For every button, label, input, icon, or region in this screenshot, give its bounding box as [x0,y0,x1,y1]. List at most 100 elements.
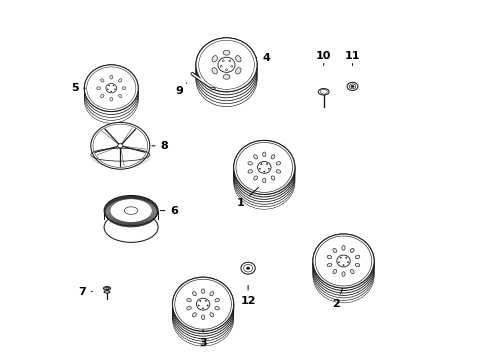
Ellipse shape [220,66,222,67]
Ellipse shape [349,248,353,252]
Ellipse shape [211,68,217,74]
Ellipse shape [342,265,344,266]
Ellipse shape [312,234,373,288]
Ellipse shape [223,50,229,55]
Ellipse shape [346,82,357,90]
Ellipse shape [110,97,112,101]
Text: 4: 4 [256,53,269,63]
Text: 1: 1 [237,187,258,208]
Ellipse shape [276,162,280,165]
Ellipse shape [119,79,122,82]
Ellipse shape [107,89,108,90]
Ellipse shape [209,292,213,296]
Ellipse shape [124,207,138,214]
Ellipse shape [111,91,112,92]
Ellipse shape [215,298,219,302]
Ellipse shape [97,87,100,90]
Ellipse shape [341,246,345,250]
Text: 7: 7 [78,287,92,297]
Ellipse shape [266,163,267,165]
Ellipse shape [349,270,353,274]
Ellipse shape [247,162,252,165]
Ellipse shape [257,161,270,173]
Ellipse shape [332,270,336,274]
Text: 5: 5 [71,83,85,93]
Ellipse shape [106,84,117,93]
Ellipse shape [103,287,110,290]
Ellipse shape [336,255,349,267]
Ellipse shape [218,57,235,72]
Ellipse shape [192,313,196,317]
Ellipse shape [110,75,112,79]
Ellipse shape [262,178,265,183]
Ellipse shape [341,272,345,276]
Ellipse shape [233,140,294,194]
Ellipse shape [262,152,265,157]
Ellipse shape [113,85,114,86]
Ellipse shape [201,289,204,293]
Ellipse shape [246,267,249,270]
Ellipse shape [104,195,158,226]
Ellipse shape [223,75,229,79]
Text: 12: 12 [240,285,255,306]
Ellipse shape [104,212,158,242]
Text: 6: 6 [160,206,178,216]
Ellipse shape [196,298,209,310]
Ellipse shape [196,38,257,92]
Ellipse shape [209,313,213,317]
Ellipse shape [108,85,109,86]
Ellipse shape [205,300,206,301]
Ellipse shape [338,262,339,263]
Ellipse shape [345,257,346,258]
Ellipse shape [270,176,274,180]
Ellipse shape [247,170,252,173]
Ellipse shape [201,315,204,320]
Ellipse shape [267,168,269,169]
Ellipse shape [270,155,274,159]
Text: 9: 9 [175,83,186,96]
Ellipse shape [211,55,217,62]
Ellipse shape [210,87,215,89]
Text: 11: 11 [344,51,360,66]
Ellipse shape [172,277,233,331]
Ellipse shape [259,168,260,169]
Ellipse shape [206,305,208,306]
Ellipse shape [202,308,203,309]
Ellipse shape [339,257,341,258]
Ellipse shape [318,89,328,95]
Ellipse shape [84,65,138,112]
Ellipse shape [101,94,104,98]
Text: 10: 10 [315,51,331,66]
Ellipse shape [253,176,257,180]
Ellipse shape [326,255,331,259]
Ellipse shape [114,89,115,90]
Ellipse shape [235,55,241,62]
Ellipse shape [241,262,255,274]
Ellipse shape [119,94,122,98]
Ellipse shape [332,248,336,252]
Ellipse shape [276,170,280,173]
Ellipse shape [186,298,191,302]
Text: 8: 8 [152,141,168,151]
Ellipse shape [326,263,331,267]
Ellipse shape [199,300,201,301]
Ellipse shape [215,306,219,310]
Ellipse shape [263,171,264,172]
Text: 3: 3 [199,329,206,348]
Ellipse shape [346,262,348,263]
Ellipse shape [355,255,359,259]
Ellipse shape [122,87,125,90]
Ellipse shape [225,69,227,71]
Ellipse shape [253,155,257,159]
Ellipse shape [198,305,199,306]
Ellipse shape [355,263,359,267]
Ellipse shape [186,306,191,310]
Ellipse shape [260,163,262,165]
Ellipse shape [91,122,149,169]
Ellipse shape [104,291,110,293]
Text: 2: 2 [332,289,342,309]
Ellipse shape [235,68,241,74]
Ellipse shape [228,60,230,62]
Ellipse shape [101,79,104,82]
Ellipse shape [350,85,353,87]
